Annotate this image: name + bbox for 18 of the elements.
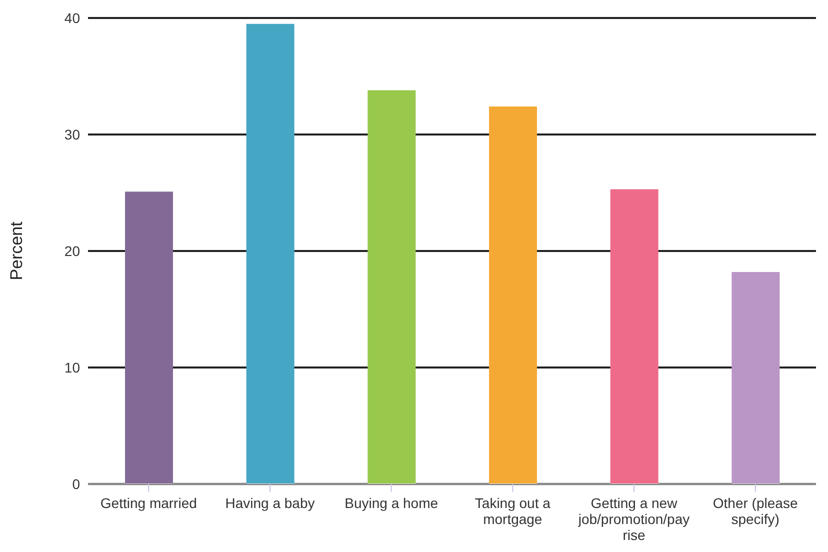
y-tick-label: 10 bbox=[64, 359, 80, 376]
y-tick-label: 40 bbox=[64, 10, 80, 26]
y-tick-label: 0 bbox=[72, 476, 80, 492]
x-tick-label: Other (please specify) bbox=[712, 495, 798, 527]
x-tick-label: Taking out a mortgage bbox=[474, 495, 551, 527]
bar bbox=[732, 272, 780, 484]
x-tick-label: Getting a new job/promotion/pay rise bbox=[577, 495, 690, 543]
x-tick-label: Getting married bbox=[100, 495, 197, 511]
bar bbox=[610, 189, 658, 484]
y-tick-label: 20 bbox=[64, 242, 80, 259]
bar bbox=[489, 106, 537, 484]
y-axis-title: Percent bbox=[7, 221, 26, 280]
bar bbox=[246, 24, 294, 484]
x-tick-label: Having a baby bbox=[225, 495, 315, 511]
y-tick-label: 30 bbox=[64, 126, 80, 142]
bar bbox=[368, 90, 416, 484]
bar bbox=[125, 192, 173, 484]
x-tick-label: Buying a home bbox=[344, 495, 438, 511]
